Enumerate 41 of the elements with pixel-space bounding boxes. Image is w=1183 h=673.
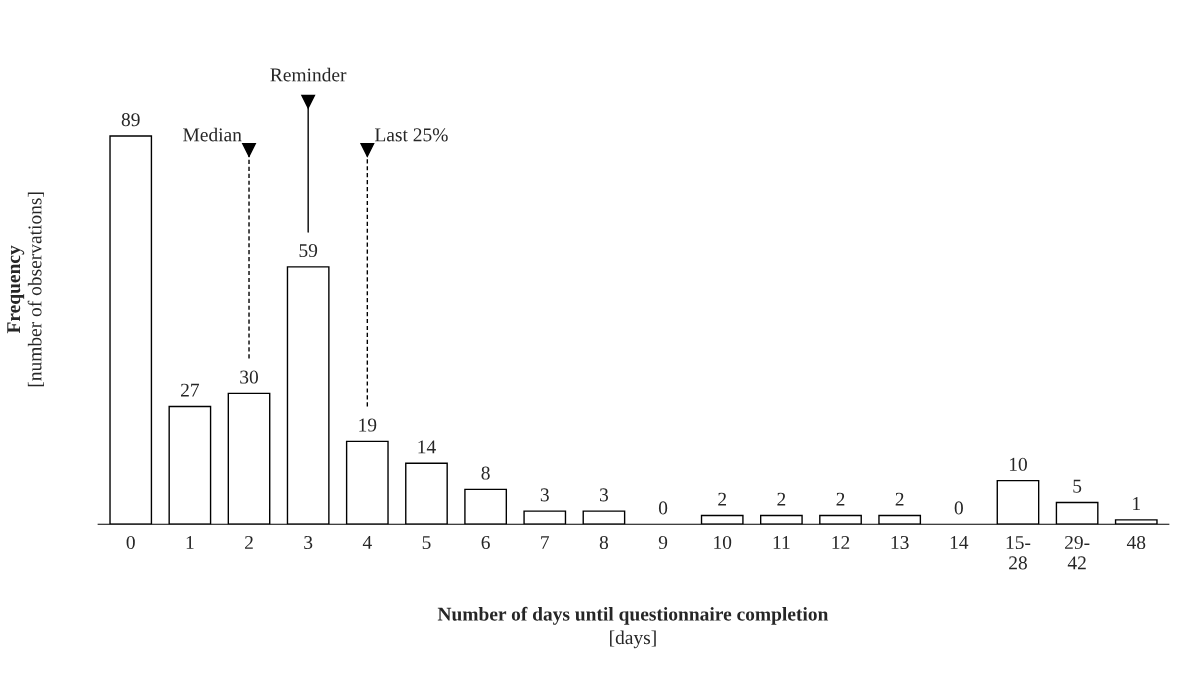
- x-tick-label: 3: [304, 535, 313, 550]
- data-label: 59: [299, 244, 318, 258]
- data-label: 2: [895, 492, 904, 506]
- data-label: 2: [777, 492, 786, 506]
- x-tick-label: 11: [773, 536, 790, 549]
- x-tick-label: 5: [422, 536, 431, 550]
- data-label: 8: [481, 466, 490, 480]
- y-axis-title: Frequency [number of observations]: [7, 192, 44, 387]
- x-tick-label: 48: [1126, 535, 1146, 550]
- data-label: 5: [1073, 479, 1082, 493]
- data-label: 27: [181, 383, 200, 397]
- x-tick-label: 8: [599, 535, 609, 550]
- x-tick-label: 1: [186, 536, 194, 549]
- data-label: 14: [418, 440, 436, 454]
- x-tick-label: 29- 42: [1065, 535, 1090, 570]
- data-label: 3: [540, 488, 549, 502]
- data-label: 10: [1009, 457, 1027, 471]
- data-label: 19: [359, 418, 377, 432]
- data-label: 89: [121, 113, 140, 127]
- x-tick-label: 6: [481, 535, 490, 550]
- ref-line-label: Median: [183, 127, 242, 142]
- x-tick-label: 10: [714, 535, 732, 550]
- ref-line-label: Last 25%: [374, 128, 448, 142]
- data-label: 1: [1133, 497, 1140, 510]
- x-tick-label: 14: [950, 536, 969, 549]
- x-tick-label: 13: [891, 535, 909, 550]
- data-label: 3: [599, 488, 609, 502]
- data-label: 0: [658, 501, 668, 515]
- x-tick-label: 9: [658, 535, 668, 550]
- x-tick-label: 12: [832, 535, 850, 549]
- ref-line-label: Reminder: [270, 67, 347, 82]
- data-label: 30: [240, 370, 258, 384]
- data-label: 2: [718, 492, 727, 506]
- x-tick-label: 15- 28: [1006, 536, 1031, 570]
- x-tick-label: 0: [126, 535, 135, 550]
- x-tick-label: 2: [245, 535, 253, 549]
- data-label: 0: [954, 501, 963, 515]
- x-tick-label: 7: [541, 536, 550, 549]
- data-label: 2: [836, 492, 845, 506]
- x-tick-label: 4: [362, 536, 372, 549]
- x-axis-title: Number of days until questionnaire completion [days]: [437, 606, 829, 649]
